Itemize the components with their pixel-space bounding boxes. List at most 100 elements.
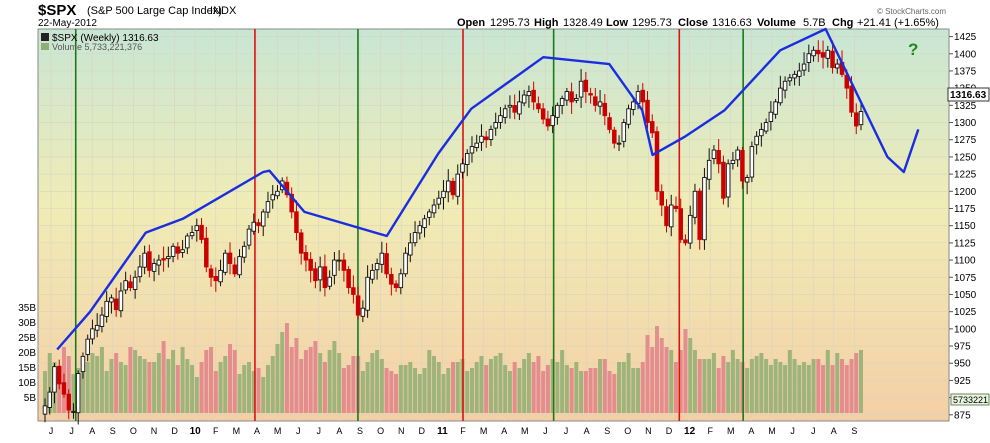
candlestick [550, 106, 555, 134]
volume-bar [389, 371, 394, 413]
volume-bar [270, 356, 275, 413]
time-tick-label: M [233, 426, 241, 436]
candlestick [631, 98, 636, 116]
price-legend: $SPX (Weekly) 1316.63 [52, 33, 159, 44]
candlestick [673, 196, 679, 213]
volume-bar [104, 371, 109, 413]
candlestick [479, 124, 484, 151]
time-tick-label: A [501, 426, 507, 436]
volume-bar [57, 368, 62, 413]
candlestick [204, 226, 209, 273]
volume-bar [446, 368, 451, 413]
volume-bar [759, 353, 764, 413]
price-tick-label: 1150 [954, 221, 976, 232]
volume-bar [749, 359, 754, 413]
volume-bar [555, 362, 560, 413]
price-tick-label: 1275 [954, 135, 977, 146]
volume-bar [180, 347, 185, 413]
volume-tick-label: 5B [24, 393, 37, 404]
candlestick [308, 252, 313, 283]
volume-bar [707, 359, 712, 413]
candlestick [408, 232, 413, 263]
volume-bar [413, 368, 418, 413]
candlestick [507, 95, 513, 119]
low-value: 1295.73 [632, 17, 672, 29]
candlestick [749, 141, 755, 183]
time-tick-label: F [460, 426, 466, 436]
time-tick-label: M [727, 426, 735, 436]
candlestick [427, 208, 432, 226]
volume-bar [384, 368, 389, 413]
volume-bar [152, 362, 157, 413]
candlestick [502, 104, 508, 124]
time-tick-label: 10 [190, 426, 202, 437]
volume-bar [194, 377, 199, 413]
volume-tick-label: 30B [18, 318, 36, 329]
volume-tick-label: 10B [18, 378, 36, 389]
time-tick-label: M [274, 426, 282, 436]
price-tick-label: 1025 [954, 307, 977, 318]
candlestick [555, 102, 560, 125]
question-annotation: ? [908, 40, 918, 59]
volume-bar [213, 371, 218, 413]
volume-bar [840, 359, 845, 413]
price-tick-label: 1200 [954, 187, 977, 198]
candlestick [417, 220, 423, 240]
candlestick [189, 225, 195, 240]
candlestick [797, 62, 802, 86]
price-tick-label: 1125 [954, 238, 976, 249]
candlestick [436, 190, 442, 210]
time-tick-label: N [398, 426, 405, 436]
watermark: © StockCharts.com [877, 7, 946, 16]
candlestick [232, 257, 238, 278]
candlestick [721, 155, 726, 205]
volume-bar [488, 359, 493, 413]
time-tick-label: F [213, 426, 219, 436]
time-tick-label: J [564, 426, 569, 436]
time-tick-label: J [543, 426, 548, 436]
candlestick [531, 81, 536, 110]
candlestick [835, 58, 840, 74]
time-tick-label: O [377, 426, 384, 436]
volume-bar [432, 356, 437, 413]
candlestick [341, 253, 347, 282]
candlestick [109, 294, 114, 314]
volume-bar [778, 362, 783, 413]
volume-bar [768, 365, 773, 413]
candlestick [687, 205, 693, 249]
volume-bar [251, 371, 256, 413]
candlestick [85, 334, 90, 362]
volume-bar [284, 323, 289, 413]
candlestick [265, 191, 271, 219]
candlestick [654, 126, 660, 200]
volume-bar [90, 353, 95, 413]
volume-bar [612, 374, 617, 413]
volume-bar [503, 365, 508, 413]
price-tick-label: 975 [954, 342, 971, 353]
candlestick [166, 246, 171, 268]
candlestick [351, 275, 356, 304]
volume-bar [204, 350, 209, 413]
candlestick [664, 199, 669, 233]
candlestick [218, 259, 223, 287]
candlestick [692, 183, 698, 225]
candlestick [702, 168, 707, 250]
candlestick [559, 95, 565, 115]
volume-bar [95, 356, 100, 413]
time-tick-label: 11 [437, 426, 448, 437]
volume-bar [289, 347, 294, 413]
volume-bar [332, 341, 337, 413]
volume-bar [697, 359, 702, 413]
volume-bar [190, 365, 195, 413]
time-tick-label: A [254, 426, 260, 436]
volume-bar [137, 356, 142, 413]
volume-bar [797, 365, 802, 413]
candlestick [213, 267, 219, 292]
candlestick [289, 187, 294, 219]
candlestick [294, 200, 299, 241]
volume-bar [66, 356, 71, 413]
time-tick-label: F [707, 426, 713, 436]
candlestick [332, 251, 337, 285]
volume-bar [811, 359, 816, 413]
